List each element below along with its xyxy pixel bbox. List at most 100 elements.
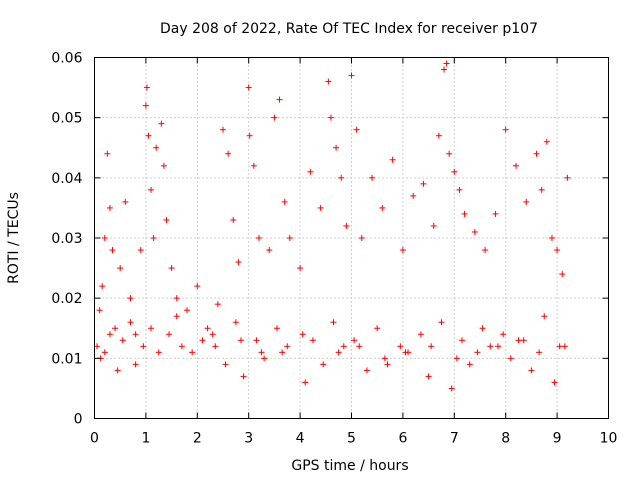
data-point: [271, 114, 278, 121]
data-point: [258, 349, 265, 356]
data-point: [453, 355, 460, 362]
data-point: [273, 325, 280, 332]
y-tick-label: 0: [74, 412, 83, 428]
data-point: [399, 247, 406, 254]
data-point: [122, 198, 129, 205]
data-point: [474, 349, 481, 356]
data-point: [523, 198, 530, 205]
data-point: [194, 283, 201, 290]
data-point: [276, 96, 283, 103]
x-tick-label: 10: [600, 431, 618, 447]
data-point: [145, 132, 152, 139]
data-point: [459, 337, 466, 344]
data-point: [245, 84, 252, 91]
data-point: [402, 349, 409, 356]
data-point: [446, 150, 453, 157]
data-point: [343, 222, 350, 229]
x-tick-label: 9: [553, 431, 562, 447]
chart-title: Day 208 of 2022, Rate Of TEC Index for r…: [160, 21, 538, 37]
y-axis-label: ROTI / TECUs: [6, 192, 22, 284]
data-point: [479, 325, 486, 332]
data-point: [286, 235, 293, 241]
data-point: [209, 331, 216, 338]
data-point: [253, 337, 260, 344]
data-point: [142, 102, 149, 109]
data-point: [533, 150, 540, 157]
data-point: [284, 343, 291, 350]
data-point: [261, 355, 268, 362]
x-tick-label: 0: [90, 431, 99, 447]
y-tick-label: 0.03: [51, 231, 82, 247]
data-point: [369, 174, 376, 181]
data-point: [250, 162, 257, 169]
data-point: [235, 259, 242, 266]
data-point: [528, 367, 535, 374]
data-point: [515, 337, 522, 344]
x-tick-label: 5: [347, 431, 356, 447]
data-point: [148, 186, 155, 193]
axis-ticks: 0 1 2 3 4 5 6 7 8 9 10 0 0.01 0.02 0.03 0.04 0.05 0.06: [51, 51, 617, 447]
data-point: [127, 319, 134, 326]
data-point: [112, 325, 119, 332]
data-point: [379, 204, 386, 211]
x-tick-label: 3: [244, 431, 253, 447]
data-point: [448, 385, 455, 392]
data-point: [163, 216, 170, 223]
x-tick-label: 7: [450, 431, 459, 447]
data-point: [230, 216, 237, 223]
data-point: [166, 331, 173, 338]
x-tick-label: 2: [193, 431, 202, 447]
y-tick-label: 0.06: [51, 51, 82, 67]
data-point: [487, 343, 494, 350]
data-point: [168, 265, 175, 272]
data-point: [438, 319, 445, 326]
data-point: [374, 325, 381, 332]
data-point: [556, 343, 563, 350]
data-points: [94, 60, 571, 392]
data-point: [494, 343, 501, 350]
data-point: [307, 168, 314, 175]
data-point: [232, 319, 239, 326]
data-point: [140, 343, 147, 350]
x-tick-label: 8: [501, 431, 510, 447]
data-point: [281, 198, 288, 205]
data-point: [101, 235, 108, 241]
data-point: [561, 343, 568, 350]
y-tick-label: 0.04: [51, 171, 82, 187]
data-point: [99, 283, 106, 290]
data-point: [222, 361, 229, 368]
data-point: [137, 247, 144, 254]
data-point: [420, 180, 427, 187]
data-point: [94, 343, 101, 350]
data-point: [317, 204, 324, 211]
data-point: [160, 162, 167, 169]
data-point: [461, 210, 468, 217]
data-point: [335, 349, 342, 356]
data-point: [397, 343, 404, 350]
data-point: [153, 144, 160, 151]
data-point: [309, 337, 316, 344]
data-point: [204, 325, 211, 332]
data-point: [106, 204, 113, 211]
data-point: [435, 132, 442, 139]
data-point: [189, 349, 196, 356]
data-point: [279, 349, 286, 356]
data-point: [297, 265, 304, 272]
data-point: [512, 162, 519, 169]
data-point: [114, 367, 121, 374]
data-point: [441, 66, 448, 73]
data-point: [389, 156, 396, 163]
data-point: [240, 373, 247, 380]
data-point: [109, 247, 116, 254]
data-point: [237, 337, 244, 344]
data-point: [456, 186, 463, 193]
data-point: [471, 228, 478, 235]
data-point: [132, 331, 139, 338]
data-point: [543, 138, 550, 145]
data-point: [548, 235, 555, 241]
x-tick-label: 1: [141, 431, 150, 447]
data-point: [255, 235, 262, 241]
data-point: [327, 114, 334, 121]
x-tick-label: 6: [398, 431, 407, 447]
